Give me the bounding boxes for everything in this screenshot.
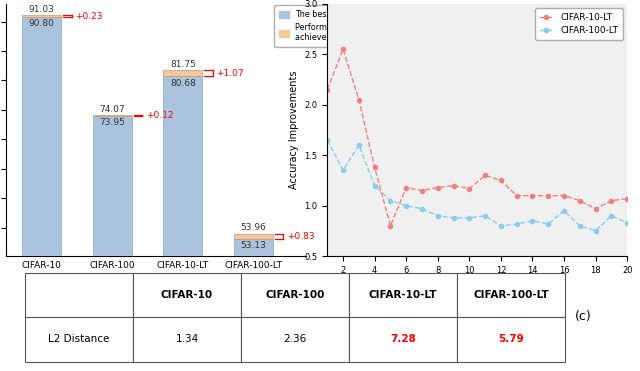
Text: +1.07: +1.07: [216, 69, 244, 78]
CIFAR-10-LT: [576, 198, 584, 203]
CIFAR-10-LT: [371, 165, 378, 170]
CIFAR-100-LT: [371, 183, 378, 188]
CIFAR-100-LT: [576, 224, 584, 228]
Line: CIFAR-100-LT: CIFAR-100-LT: [324, 137, 630, 234]
CIFAR-100-LT: [465, 216, 473, 220]
Bar: [22, 16, 61, 17]
Text: +0.83: +0.83: [287, 232, 314, 241]
CIFAR-10-LT: [529, 193, 536, 198]
CIFAR-100-LT: [450, 216, 458, 220]
CIFAR-100-LT: [560, 209, 568, 213]
Bar: [93, 115, 132, 116]
CIFAR-10-LT: [497, 178, 505, 183]
Legend: CIFAR-10-LT, CIFAR-100-LT: CIFAR-10-LT, CIFAR-100-LT: [535, 8, 623, 40]
Line: CIFAR-10-LT: CIFAR-10-LT: [324, 46, 630, 229]
CIFAR-10-LT: [607, 198, 615, 203]
CIFAR-100-LT: [529, 219, 536, 223]
Text: (b): (b): [607, 9, 624, 22]
CIFAR-10-LT: [403, 185, 410, 190]
CIFAR-100-LT: [481, 214, 489, 218]
CIFAR-10-LT: [387, 224, 394, 228]
CIFAR-100-LT: [387, 198, 394, 203]
CIFAR-100-LT: [355, 143, 363, 147]
Text: (a): (a): [342, 9, 360, 22]
Text: 81.75: 81.75: [170, 60, 196, 69]
X-axis label: Epoch: Epoch: [461, 280, 493, 290]
CIFAR-100-LT: [513, 221, 520, 226]
Text: 91.03: 91.03: [29, 5, 54, 14]
Text: 53.13: 53.13: [241, 241, 266, 250]
CIFAR-10-LT: [434, 185, 442, 190]
CIFAR-10-LT: [450, 183, 458, 188]
CIFAR-10-LT: [623, 196, 631, 201]
CIFAR-10-LT: [513, 193, 520, 198]
CIFAR-100-LT: [323, 138, 331, 142]
Text: 53.96: 53.96: [241, 223, 266, 232]
CIFAR-100-LT: [607, 214, 615, 218]
CIFAR-10-LT: [418, 188, 426, 193]
CIFAR-100-LT: [418, 207, 426, 211]
CIFAR-100-LT: [545, 221, 552, 226]
Bar: [93, 116, 132, 371]
Y-axis label: Accuracy Improvements: Accuracy Improvements: [289, 71, 299, 189]
Legend: The best individual model, Performance improvement
achieved by average model: The best individual model, Performance i…: [275, 5, 413, 47]
Bar: [163, 76, 202, 371]
CIFAR-100-LT: [434, 214, 442, 218]
Text: +0.23: +0.23: [76, 12, 102, 21]
CIFAR-10-LT: [465, 186, 473, 191]
Bar: [22, 17, 61, 371]
CIFAR-10-LT: [355, 98, 363, 102]
Text: +0.12: +0.12: [146, 111, 173, 120]
Text: 90.80: 90.80: [29, 19, 54, 28]
CIFAR-10-LT: [323, 87, 331, 92]
CIFAR-10-LT: [592, 207, 600, 211]
Text: 80.68: 80.68: [170, 79, 196, 88]
Bar: [234, 234, 273, 239]
CIFAR-10-LT: [481, 173, 489, 178]
CIFAR-100-LT: [623, 221, 631, 225]
Text: 74.07: 74.07: [99, 105, 125, 114]
Bar: [234, 239, 273, 371]
Text: 73.95: 73.95: [99, 118, 125, 127]
CIFAR-10-LT: [339, 47, 347, 52]
CIFAR-100-LT: [497, 224, 505, 228]
CIFAR-10-LT: [560, 193, 568, 198]
Bar: [163, 70, 202, 76]
Text: (c): (c): [575, 310, 591, 323]
CIFAR-100-LT: [339, 168, 347, 173]
CIFAR-100-LT: [403, 203, 410, 208]
CIFAR-10-LT: [545, 193, 552, 198]
CIFAR-100-LT: [592, 229, 600, 233]
